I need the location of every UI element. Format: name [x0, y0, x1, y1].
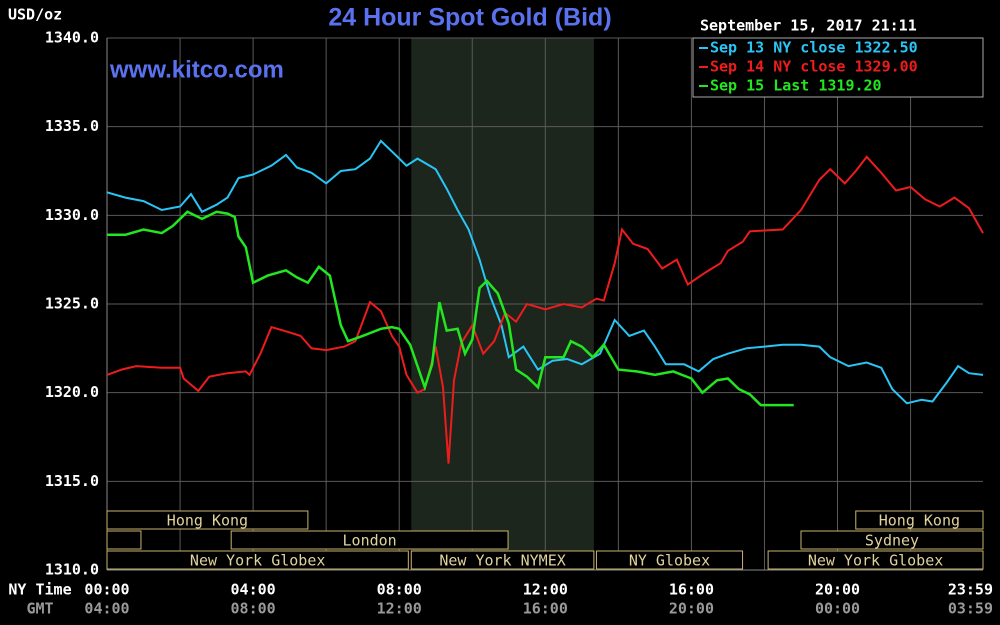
legend-entry: Sep 15 Last 1319.20	[710, 77, 882, 95]
session-box	[800, 530, 984, 550]
session-box	[230, 530, 509, 550]
legend-entry: Sep 14 NY close 1329.00	[710, 58, 918, 76]
session-box	[106, 550, 409, 570]
y-tick-label: 1325.0	[45, 295, 99, 313]
x2-tick-label: 00:00	[815, 600, 860, 618]
y-axis-label: USD/oz	[8, 6, 62, 24]
x2-tick-label: 08:00	[231, 600, 276, 618]
session-label: Hong Kong	[167, 512, 248, 530]
series-line	[107, 210, 794, 407]
x-tick-label: 16:00	[669, 581, 714, 599]
session-box	[410, 550, 595, 570]
session-box	[767, 550, 984, 570]
x-tick-label: 12:00	[523, 581, 568, 599]
y-tick-label: 1335.0	[45, 117, 99, 135]
session-label: New York Globex	[808, 552, 943, 570]
session-box	[106, 510, 309, 530]
x-tick-label: 08:00	[377, 581, 422, 599]
timestamp: September 15, 2017 21:11	[700, 17, 917, 35]
session-label: NY Globex	[629, 552, 710, 570]
y-tick-label: 1340.0	[45, 29, 99, 47]
x2-tick-label: 03:59	[948, 600, 993, 618]
legend-entry: Sep 13 NY close 1322.50	[710, 39, 918, 57]
y-tick-label: 1330.0	[45, 206, 99, 224]
x2-row-label: GMT	[26, 600, 53, 618]
legend-box	[692, 37, 984, 98]
session-label: Sydney	[865, 532, 919, 550]
chart-title: 24 Hour Spot Gold (Bid)	[328, 4, 611, 32]
session-box	[595, 550, 744, 570]
session-box	[855, 510, 984, 530]
x2-tick-label: 16:00	[523, 600, 568, 618]
x-tick-label: 20:00	[815, 581, 860, 599]
x2-tick-label: 12:00	[377, 600, 422, 618]
session-label: Hong Kong	[879, 512, 960, 530]
x-row-label: NY Time	[8, 581, 71, 599]
y-tick-label: 1315.0	[45, 472, 99, 490]
y-tick-label: 1310.0	[45, 561, 99, 579]
watermark: www.kitco.com	[109, 56, 284, 83]
session-box	[106, 530, 142, 550]
session-label: New York Globex	[190, 552, 325, 570]
session-label: London	[343, 532, 397, 550]
y-tick-label: 1320.0	[45, 383, 99, 401]
x2-tick-label: 20:00	[669, 600, 714, 618]
x-tick-label: 04:00	[231, 581, 276, 599]
x-tick-label: 23:59	[948, 581, 993, 599]
series-line	[106, 139, 984, 405]
session-label: New York NYMEX	[439, 552, 565, 570]
x2-tick-label: 04:00	[84, 600, 129, 618]
x-tick-label: 00:00	[84, 581, 129, 599]
